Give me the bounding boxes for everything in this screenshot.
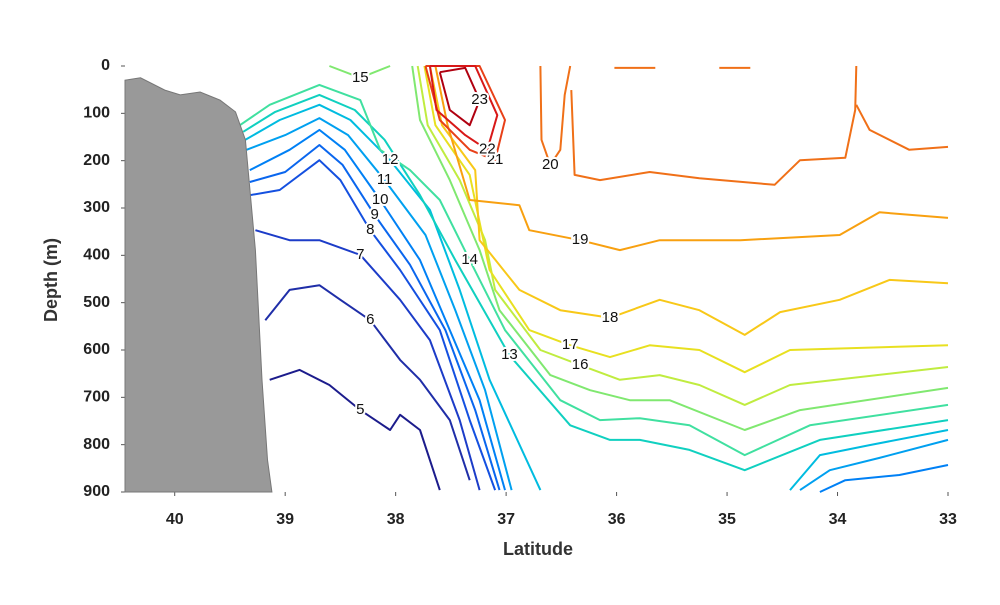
contour-label: 13 — [501, 346, 518, 363]
contour-line — [269, 368, 441, 491]
contour-label: 11 — [377, 171, 393, 188]
y-tick-label: 400 — [83, 247, 110, 264]
y-tick-label: 700 — [83, 389, 110, 406]
y-tick-label: 0 — [101, 57, 110, 74]
contour-label: 12 — [382, 151, 399, 168]
contour-line — [434, 65, 949, 252]
contour-label: 19 — [572, 231, 589, 248]
contour-label: 9 — [370, 206, 378, 223]
y-tick-label: 800 — [83, 436, 110, 453]
land-mask — [124, 77, 273, 493]
contour-line — [264, 284, 471, 481]
contour-line — [242, 93, 949, 472]
contour-line — [329, 65, 949, 431]
contour-line — [246, 117, 949, 491]
x-tick-label: 35 — [718, 511, 736, 528]
contour-label: 14 — [461, 251, 478, 268]
x-tick-label: 40 — [166, 511, 184, 528]
y-tick-label: 600 — [83, 341, 110, 358]
y-tick-label: 200 — [83, 152, 110, 169]
contour-line — [249, 144, 501, 491]
y-axis-title: Depth (m) — [41, 238, 61, 322]
contour-label: 10 — [372, 191, 389, 208]
x-tick-label: 36 — [608, 511, 626, 528]
y-tick-label: 900 — [83, 483, 110, 500]
contour-line — [416, 65, 949, 406]
contour-label: 8 — [366, 221, 374, 238]
contour-label: 17 — [562, 336, 579, 353]
contour-label: 18 — [602, 309, 619, 326]
plot-area — [239, 65, 949, 493]
contour-label: 16 — [572, 356, 589, 373]
x-tick-label: 33 — [939, 511, 957, 528]
contour-line — [255, 229, 481, 491]
contour-line — [539, 65, 949, 186]
contour-line — [428, 65, 499, 151]
x-tick-label: 37 — [497, 511, 515, 528]
contour-line — [249, 159, 497, 491]
y-tick-label: 100 — [83, 105, 110, 122]
contour-label: 15 — [352, 69, 369, 86]
y-tick-label: 500 — [83, 294, 110, 311]
contour-label: 20 — [542, 156, 559, 173]
contour-label: 6 — [366, 311, 374, 328]
x-tick-label: 38 — [387, 511, 405, 528]
contour-line — [249, 128, 949, 493]
contour-line — [244, 103, 949, 491]
x-tick-label: 34 — [829, 511, 847, 528]
contour-label: 5 — [356, 401, 364, 418]
x-tick-label: 39 — [276, 511, 294, 528]
contour-line — [438, 66, 481, 127]
contour-line — [424, 65, 506, 162]
x-axis-title: Latitude — [503, 539, 573, 559]
contour-line — [428, 65, 949, 336]
contour-line — [423, 65, 949, 374]
contour-label: 7 — [356, 246, 364, 263]
contour-label: 23 — [471, 91, 488, 108]
contour-line — [239, 83, 949, 457]
y-tick-label: 300 — [83, 199, 110, 216]
contour-label: 22 — [479, 141, 496, 158]
contour-label: 21 — [487, 151, 504, 168]
